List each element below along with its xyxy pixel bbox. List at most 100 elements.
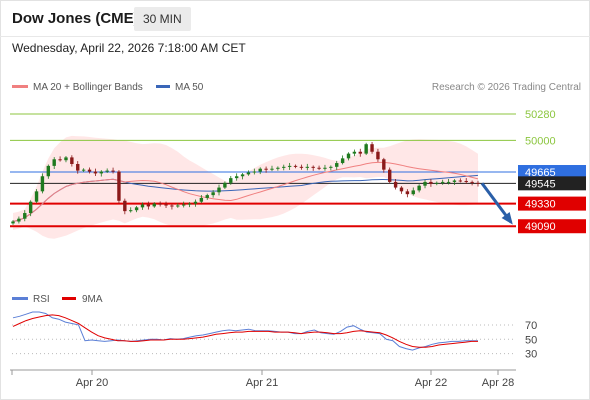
candle-body <box>87 169 92 172</box>
level-tag-49090 <box>518 219 586 234</box>
candle-body <box>146 204 151 207</box>
candle-body <box>123 200 127 212</box>
candle-body <box>193 201 198 204</box>
candle-body <box>311 166 315 168</box>
candle-body <box>170 205 174 207</box>
candle-body <box>405 191 410 195</box>
candle-body <box>417 185 421 191</box>
rsi-tick-label-50: 50 <box>525 334 537 346</box>
candle-body <box>382 159 386 170</box>
candle-body <box>28 201 33 214</box>
candle-body <box>217 187 221 193</box>
header-divider <box>0 36 590 37</box>
candle-body <box>458 180 463 182</box>
candle-body <box>229 178 233 183</box>
candle-body <box>370 144 374 152</box>
x-axis: Apr 20 Apr 21 Apr 22 Apr 28 <box>11 370 514 389</box>
candle-body <box>11 221 15 224</box>
level-label-49665: 49665 <box>525 167 556 179</box>
candle-body <box>305 166 310 168</box>
candle-body <box>34 191 39 202</box>
candle-body <box>58 159 62 161</box>
level-label-49090: 49090 <box>525 221 556 233</box>
x-tick-label-1: Apr 21 <box>246 377 278 389</box>
ma20-line <box>12 161 479 222</box>
candle-body <box>440 181 445 183</box>
candle-body <box>223 182 227 188</box>
candle-body <box>105 170 109 172</box>
report-datetime: Wednesday, April 22, 2026 7:18:00 AM CET <box>12 41 246 55</box>
candle-body <box>435 182 439 184</box>
candle-body <box>270 168 274 170</box>
candle-body <box>246 172 251 175</box>
candle-body <box>335 163 339 167</box>
candle-body <box>52 159 56 166</box>
level-label-50280: 50280 <box>525 109 556 121</box>
rsi-legend-swatch <box>12 297 28 300</box>
candle-body <box>423 181 427 186</box>
candle-body <box>476 182 480 184</box>
rsi-tick-label-30: 30 <box>525 349 537 361</box>
candle-body <box>46 165 51 177</box>
candle-body <box>158 203 162 205</box>
level-tag-49330 <box>518 196 586 211</box>
candle-body <box>234 176 239 179</box>
candle-body <box>111 170 115 172</box>
candle-body <box>99 171 103 174</box>
candle-body <box>176 205 180 207</box>
candle-body <box>282 166 286 168</box>
candle-body <box>181 204 186 206</box>
candle-body <box>252 171 257 173</box>
candle-body <box>293 165 298 167</box>
candle-body <box>64 157 68 161</box>
candle-body <box>17 218 21 222</box>
candle-body <box>299 166 304 168</box>
forecast-arrow-head <box>501 212 513 225</box>
candle-body <box>129 210 133 212</box>
candle-body <box>364 144 368 154</box>
candle-body <box>323 167 327 169</box>
rsi-legend-label: RSI <box>33 294 50 305</box>
x-tick-label-3: Apr 28 <box>482 377 514 389</box>
level-tag-49545 <box>518 176 586 191</box>
candle-body <box>76 164 80 171</box>
ma9-legend-label: 9MA <box>82 294 103 305</box>
candle-body <box>452 180 457 182</box>
candle-body <box>70 157 74 164</box>
candle-body <box>152 203 156 207</box>
candle-body <box>329 166 333 168</box>
candle-body <box>23 213 27 219</box>
candle-body <box>358 151 362 154</box>
level-label-49330: 49330 <box>525 199 556 211</box>
level-label-50000: 50000 <box>525 135 556 147</box>
candle-body <box>287 165 292 167</box>
candle-body <box>276 167 280 169</box>
candle-body <box>93 171 98 174</box>
candle-body <box>140 204 145 208</box>
candle-body <box>346 153 351 159</box>
timeframe-badge[interactable]: 30 MIN <box>134 7 191 31</box>
candle-body <box>393 181 398 188</box>
ma20-legend-label: MA 20 + Bollinger Bands <box>33 82 143 93</box>
rsi-ma9-line <box>12 314 478 348</box>
candle-body <box>258 168 262 172</box>
instrument-title: Dow Jones (CME) <box>12 10 139 27</box>
candle-body <box>470 181 474 183</box>
candle-body <box>117 171 121 201</box>
rsi-panel: 70 50 30 <box>12 311 537 361</box>
ma50-legend-label: MA 50 <box>175 82 204 93</box>
candle-body <box>187 203 192 205</box>
candle-body <box>399 187 404 192</box>
candle-body <box>411 190 415 195</box>
x-tick-label-2: Apr 22 <box>415 377 447 389</box>
candle-body <box>352 151 357 154</box>
candle-body <box>205 195 209 198</box>
candle-body <box>211 192 215 196</box>
candle-body <box>464 180 468 182</box>
rsi-line <box>12 311 478 351</box>
level-tag-49665 <box>518 165 586 180</box>
x-tick-label-0: Apr 20 <box>76 377 108 389</box>
candle-body <box>81 169 86 171</box>
